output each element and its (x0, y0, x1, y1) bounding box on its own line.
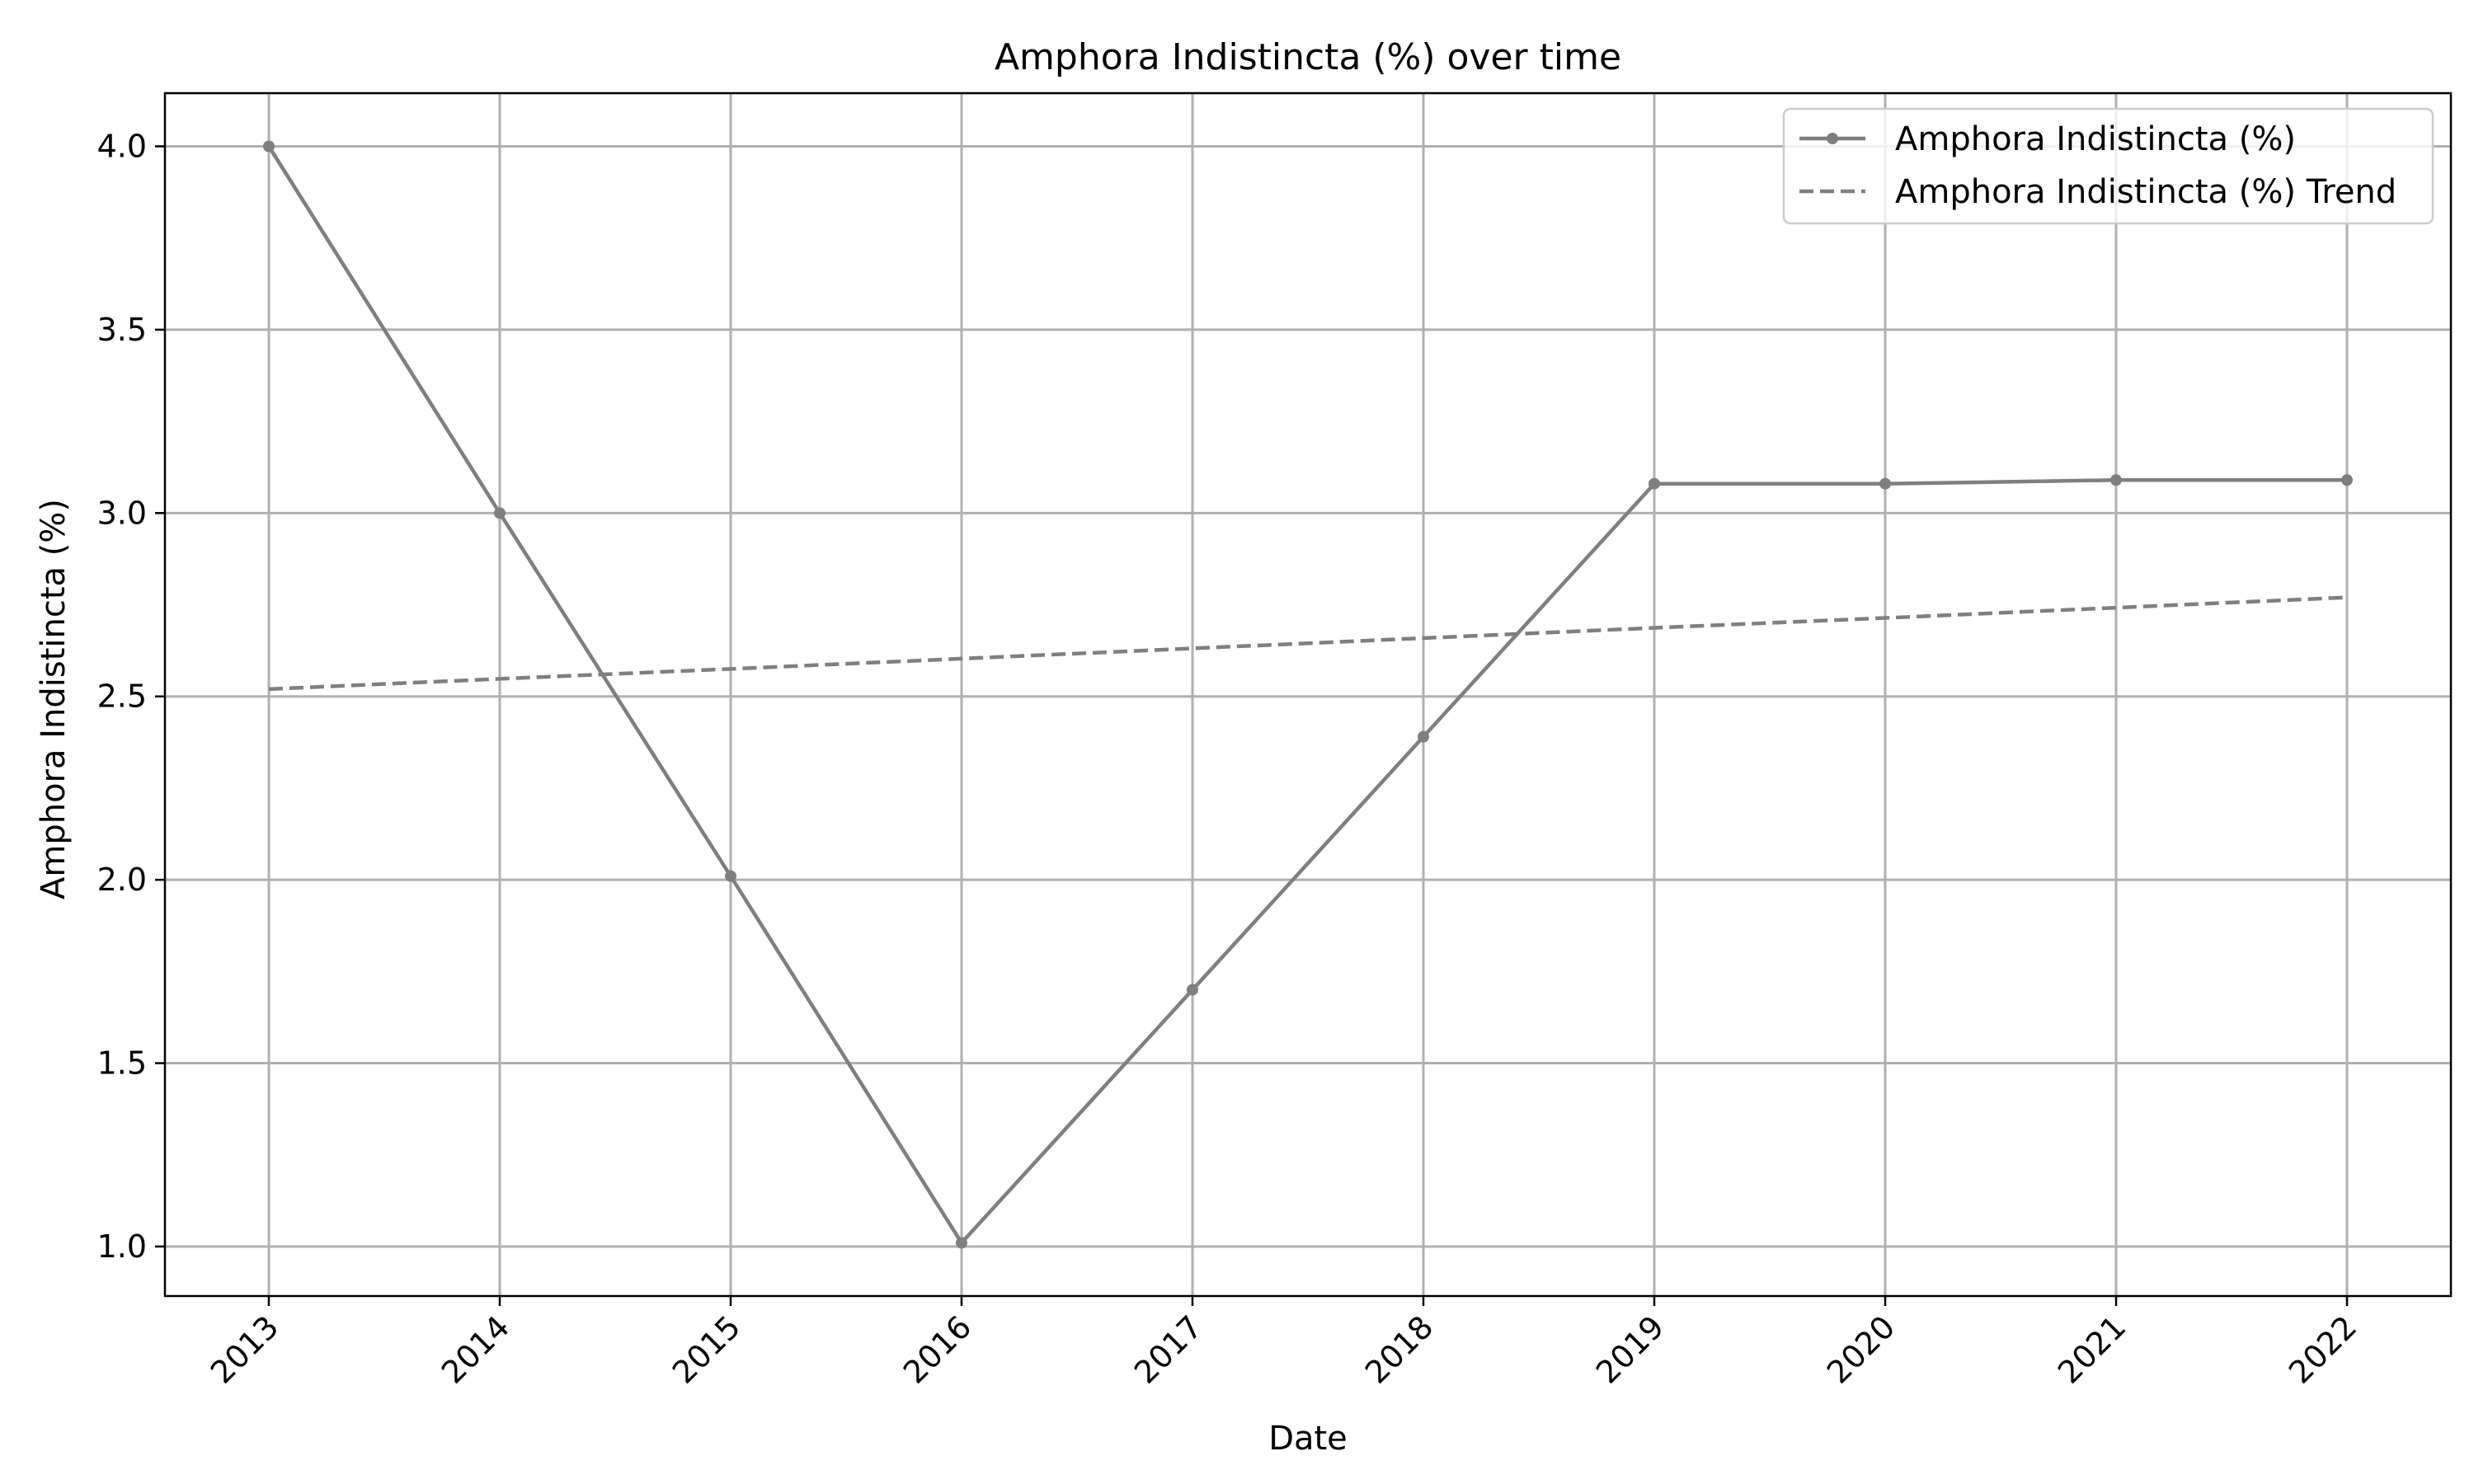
trend-line (268, 595, 2348, 692)
data-point (263, 140, 275, 153)
data-point (1187, 984, 1198, 996)
y-tick-label: 2.5 (97, 679, 147, 715)
y-tick-label: 3.0 (97, 495, 147, 531)
series (263, 140, 2353, 1249)
plot-frame (163, 92, 2453, 1298)
data-point (1649, 477, 1660, 490)
data-point (1879, 477, 1891, 490)
data-point (494, 507, 506, 519)
x-axis-label: Date (1268, 1420, 1348, 1458)
chart-title: Amphora Indistincta (%) over time (995, 36, 1621, 78)
legend-marker-swatch (1827, 133, 1838, 144)
data-point (956, 1237, 967, 1249)
data-point (1418, 730, 1429, 743)
data-point (2110, 474, 2122, 486)
data-point (725, 870, 736, 882)
y-tick-label: 3.5 (97, 312, 147, 348)
y-axis-label: Amphora Indistincta (%) (35, 499, 73, 899)
series-line (267, 145, 2347, 1245)
legend-label-trend: Amphora Indistincta (%) Trend (1895, 173, 2396, 211)
y-tick-label: 2.0 (97, 862, 147, 898)
data-point (2341, 474, 2353, 486)
legend-label-series: Amphora Indistincta (%) (1895, 120, 2296, 158)
y-tick-label: 1.0 (97, 1228, 147, 1265)
legend-frame (1782, 107, 2434, 225)
y-tick-label: 4.0 (97, 128, 147, 164)
legend: Amphora Indistincta (%) Amphora Indistin… (1782, 107, 2434, 225)
grid (165, 93, 2451, 1296)
y-tick-label: 1.5 (97, 1045, 147, 1082)
